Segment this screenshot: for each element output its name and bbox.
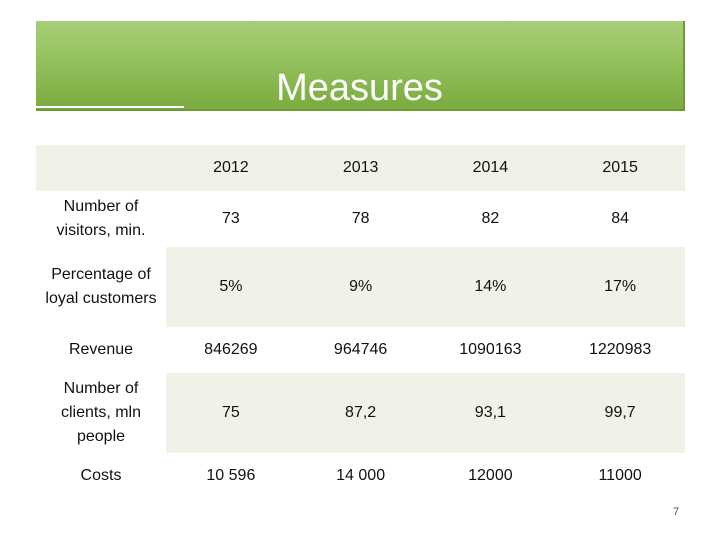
measures-table: 2012 2013 2014 2015 Number of visitors, …	[36, 145, 685, 499]
table-cell: 99,7	[555, 373, 685, 453]
table-row: Number of clients, mln people 75 87,2 93…	[36, 373, 685, 453]
table-cell: 14 000	[295, 453, 426, 499]
row-label-clients: Number of clients, mln people	[36, 373, 166, 453]
row-label-costs: Costs	[36, 453, 166, 499]
table-cell: 75	[166, 373, 296, 453]
table-cell: 1220983	[555, 327, 685, 373]
table-cell: 11000	[555, 453, 685, 499]
header-2015: 2015	[555, 145, 685, 191]
header-empty-cell	[36, 145, 166, 191]
table-row: Revenue 846269 964746 1090163 1220983	[36, 327, 685, 373]
table-cell: 964746	[295, 327, 426, 373]
table-cell: 87,2	[295, 373, 426, 453]
table-row: Number of visitors, min. 73 78 82 84	[36, 191, 685, 247]
table-cell: 73	[166, 191, 296, 247]
table-cell: 846269	[166, 327, 296, 373]
table-cell: 9%	[295, 247, 426, 327]
table-cell: 14%	[425, 247, 556, 327]
table-header-row: 2012 2013 2014 2015	[36, 145, 685, 191]
header-2012: 2012	[166, 145, 296, 191]
row-label-revenue: Revenue	[36, 327, 166, 373]
table-row: Percentage of loyal customers 5% 9% 14% …	[36, 247, 685, 327]
table-cell: 82	[425, 191, 556, 247]
slide-title: Measures	[276, 67, 443, 109]
table-cell: 12000	[425, 453, 556, 499]
title-accent-line	[36, 106, 184, 108]
title-banner: Measures	[36, 21, 685, 111]
table-cell: 78	[295, 191, 426, 247]
table-cell: 10 596	[166, 453, 296, 499]
row-label-visitors: Number of visitors, min.	[36, 191, 166, 247]
row-label-loyal-customers: Percentage of loyal customers	[36, 247, 166, 327]
table-cell: 93,1	[425, 373, 556, 453]
table-cell: 84	[555, 191, 685, 247]
page-number: 7	[672, 506, 680, 518]
table-cell: 17%	[555, 247, 685, 327]
table-cell: 5%	[166, 247, 296, 327]
header-2014: 2014	[425, 145, 556, 191]
header-2013: 2013	[295, 145, 426, 191]
table-row: Costs 10 596 14 000 12000 11000	[36, 453, 685, 499]
table-cell: 1090163	[425, 327, 556, 373]
